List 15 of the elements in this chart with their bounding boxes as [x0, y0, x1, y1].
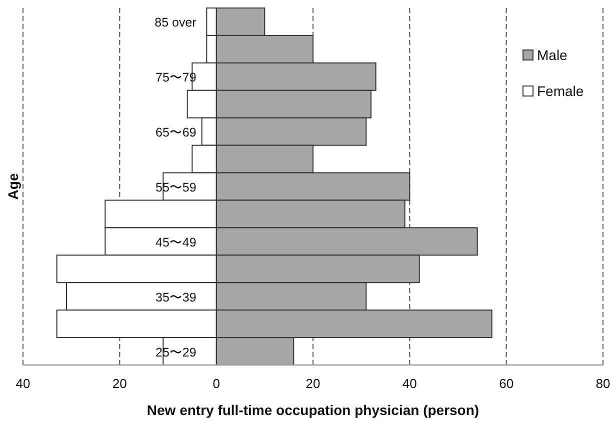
x-tick-label: 20	[306, 376, 320, 391]
legend-label: Female	[537, 83, 584, 99]
x-axis-title: New entry full-time occupation physician (person)	[146, 402, 480, 418]
y-tick-label: 65〜69	[156, 126, 196, 140]
y-axis-title: Age	[5, 173, 21, 200]
x-tick-label: 80	[596, 376, 610, 391]
x-tick-label: 40	[402, 376, 417, 391]
x-tick-label: 20	[112, 376, 127, 391]
x-tick-label: 0	[212, 376, 220, 391]
x-tick-label: 60	[499, 376, 514, 391]
x-tick-label: 40	[16, 376, 30, 391]
y-tick-label: 45〜49	[156, 235, 196, 250]
y-tick-label: 35〜39	[156, 290, 196, 304]
y-tick-label: 85 over	[154, 16, 196, 30]
legend-label: Male	[537, 47, 568, 63]
